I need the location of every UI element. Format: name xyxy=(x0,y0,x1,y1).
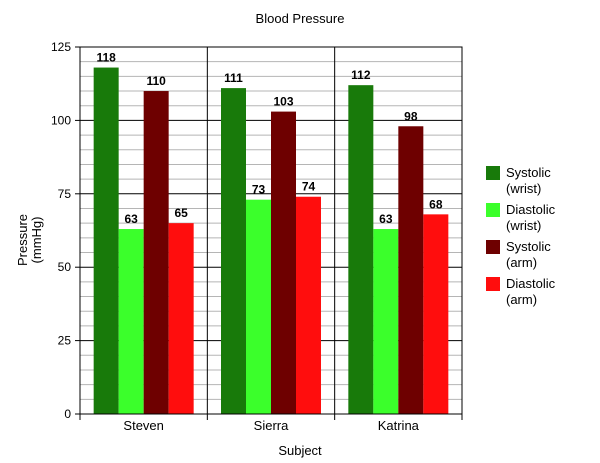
bar xyxy=(118,229,144,414)
legend-label-line: Systolic xyxy=(506,165,551,180)
legend-swatch xyxy=(486,166,500,180)
bar xyxy=(221,88,246,414)
bars-group: 118 63 110 65 111 73 103 74 112 63 98 68 xyxy=(93,51,449,414)
legend-label-line: Diastolic xyxy=(506,276,556,291)
data-label: 68 xyxy=(429,197,443,211)
data-label: 110 xyxy=(146,74,166,88)
bar xyxy=(93,67,119,414)
chart-title: Blood Pressure xyxy=(256,11,345,26)
y-axis-label-line: Pressure xyxy=(15,214,30,266)
bar xyxy=(296,196,321,414)
bar xyxy=(423,214,449,414)
x-tick-label: Steven xyxy=(123,418,163,433)
legend-label-line: Systolic xyxy=(506,239,551,254)
x-axis-label: Subject xyxy=(278,443,322,458)
x-tick-label: Sierra xyxy=(254,418,289,433)
plot-frame xyxy=(79,46,463,415)
data-label: 65 xyxy=(174,206,188,220)
legend-swatch xyxy=(486,203,500,217)
y-tick-label: 50 xyxy=(58,260,72,274)
legend-label-line: (arm) xyxy=(506,292,537,307)
data-label: 98 xyxy=(404,109,418,123)
y-tick-label: 75 xyxy=(58,187,72,201)
data-label: 74 xyxy=(302,180,316,194)
x-tick-label: Katrina xyxy=(378,418,420,433)
legend-label-line: (arm) xyxy=(506,255,537,270)
bar xyxy=(348,85,374,414)
legend-label-line: (wrist) xyxy=(506,218,541,233)
legend-label-line: (wrist) xyxy=(506,181,541,196)
x-axis: Steven Sierra Katrina xyxy=(79,414,463,433)
legend: Systolic (wrist)Diastolic (wrist)Systolic(… xyxy=(486,165,556,307)
legend-swatch xyxy=(486,277,500,291)
legend-swatch xyxy=(486,240,500,254)
legend-label: Systolic (arm) xyxy=(506,239,551,270)
y-axis-label: Pressure(mmHg) xyxy=(15,214,44,266)
legend-label: Systolic (wrist) xyxy=(506,165,551,196)
bar xyxy=(143,91,169,414)
data-label: 63 xyxy=(124,212,138,226)
data-label: 112 xyxy=(351,68,371,82)
legend-label: Diastolic (wrist) xyxy=(506,202,556,233)
y-tick-label: 0 xyxy=(64,407,71,421)
legend-label-line: Diastolic xyxy=(506,202,556,217)
data-label: 111 xyxy=(224,71,243,85)
data-label: 103 xyxy=(273,95,293,109)
plot-border xyxy=(79,46,463,415)
legend-label: Diastolic (arm) xyxy=(506,276,556,307)
data-label: 63 xyxy=(379,212,393,226)
bar xyxy=(271,111,296,414)
bar xyxy=(373,229,399,414)
y-tick-label: 125 xyxy=(51,40,71,54)
data-label: 118 xyxy=(96,51,116,65)
bar xyxy=(168,223,194,414)
bar xyxy=(398,126,424,414)
bar xyxy=(246,199,271,414)
data-label: 73 xyxy=(252,183,266,197)
y-axis: 0 25 50 75 100 125 xyxy=(51,40,80,421)
y-tick-label: 100 xyxy=(51,113,71,127)
y-tick-label: 25 xyxy=(58,334,72,348)
y-axis-label-line: (mmHg) xyxy=(29,217,44,264)
